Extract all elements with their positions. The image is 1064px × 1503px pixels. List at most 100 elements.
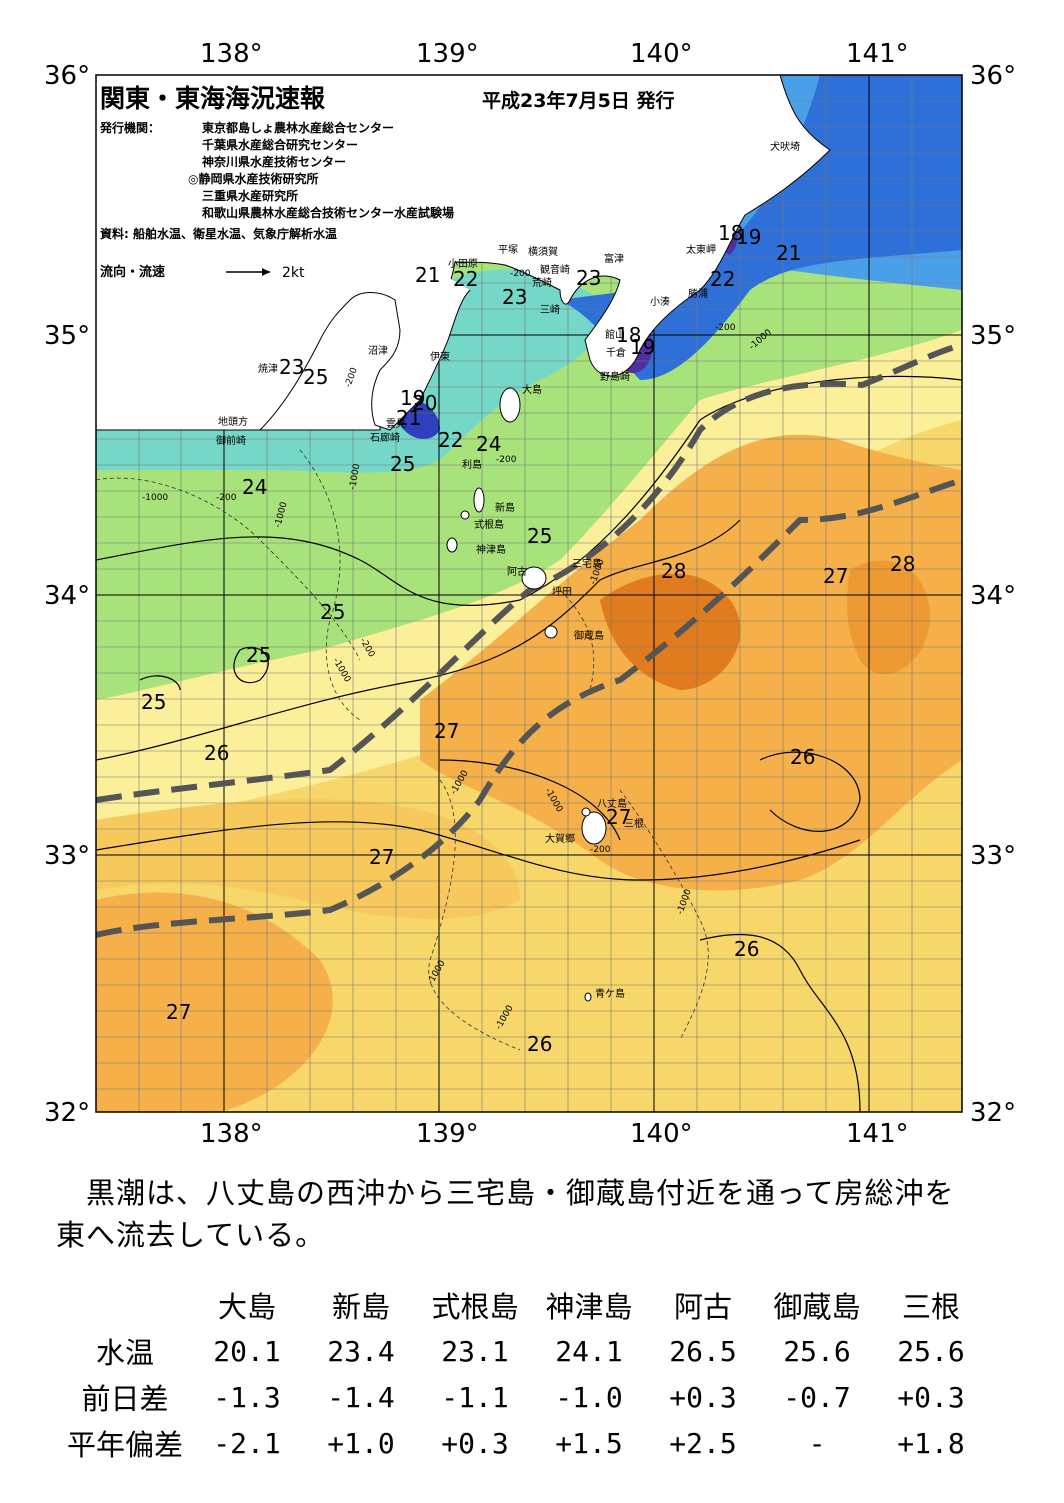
table-cell: +0.3 [897,1380,965,1414]
isotherm-label: 22 [453,267,478,291]
table-cell: 20.1 [213,1334,281,1368]
isotherm-label: 26 [204,741,229,765]
isotherm-label: 24 [242,475,267,499]
depth-label: -200 [496,455,517,465]
table-row: 前日差 -1.3 -1.4 -1.1 -1.0 +0.3 -0.7 +0.3 [60,1374,988,1420]
flow-legend-label: 流向・流速 [100,264,165,280]
table-cell: +1.0 [327,1426,395,1460]
table-cell: 25.6 [783,1334,851,1368]
column-header: 御蔵島 [773,1290,861,1324]
depth-label: -1000 [348,463,362,491]
place-label: 小田原 [448,258,478,270]
depth-label: -200 [590,845,611,855]
lat-label-left: 36° [44,61,90,91]
isotherm-label: 27 [434,719,459,743]
place-label: 大賀郷 [545,832,575,845]
place-label: 沼津 [368,344,388,357]
isotherm-label: 19 [736,225,761,249]
issuer: 神奈川県水産技術センター [202,154,346,169]
isotherm-label: 27 [823,564,848,588]
place-label: 野島崎 [600,370,630,383]
isotherm-label: 18 [718,221,743,245]
isotherm-label: 28 [661,559,686,583]
place-label: 雲見 [386,418,406,430]
lat-label-left: 33° [44,841,90,871]
isotherm-label: 25 [320,600,345,624]
isotherm-label: 25 [390,452,415,476]
table-cell: -1.1 [441,1380,509,1414]
lon-label-top: 139° [416,39,479,69]
column-header: 三根 [901,1290,960,1324]
column-header: 新島 [331,1290,390,1324]
observation-table: 大島 新島 式根島 神津島 阿古 御蔵島 三根 水温 20.1 23.4 23.… [60,1282,988,1466]
place-label: 御前崎 [216,434,246,447]
depth-label: -200 [715,323,736,333]
table-cell: - [808,1426,826,1460]
place-label: 八丈島 [597,797,627,810]
table-cell: +2.5 [669,1426,737,1460]
place-label: 富津 [604,252,624,265]
temperature-fill [96,75,962,1112]
kuroshio-axis [96,342,962,938]
table-cell: -2.1 [213,1426,281,1460]
table-cell: 24.1 [555,1334,623,1368]
table-cell: 26.5 [669,1334,737,1368]
place-label: 太東岬 [686,243,716,256]
isotherm-label: 25 [527,524,552,548]
isotherm-label: 27 [369,845,394,869]
land [96,75,831,1002]
place-label: 神津島 [476,543,506,556]
depth-label: -200 [216,493,237,503]
place-label: 三宅島 [572,557,602,570]
lat-label-right: 32° [970,1098,1016,1128]
isotherm-label: 26 [790,745,815,769]
isotherm-label: 18 [616,323,641,347]
place-label: 三根 [624,817,644,830]
lat-label-right: 35° [970,321,1016,351]
table-row: 水温 20.1 23.4 23.1 24.1 26.5 25.6 25.6 [60,1328,988,1374]
sea-temperature-map: 138° 139° 140° 141° 138° 139° 140° 141° … [44,39,1016,1149]
issuer: 和歌山県農林水産総合技術センター水産試験場 [201,205,454,220]
column-header: 神津島 [545,1290,633,1324]
isotherm-label: 21 [415,263,440,287]
table-cell: +1.5 [555,1426,623,1460]
issuer-label: 発行機関： [99,120,160,135]
table-cell: -1.3 [213,1380,281,1414]
lat-label-left: 35° [44,321,90,351]
issuer: ◎静岡県水産技術研究所 [188,171,318,186]
isotherm-label: 19 [400,386,425,410]
lat-label-right: 36° [970,61,1016,91]
lon-label-top: 138° [200,39,263,69]
place-label: 平塚 [498,244,518,256]
row-header: 平年偏差 [66,1428,183,1462]
isotherm-label: 25 [303,365,328,389]
table-cell: 23.4 [327,1334,395,1368]
isotherm-label: 21 [396,406,421,430]
place-label: 新島 [495,501,515,514]
place-label: 青ケ島 [595,987,625,1000]
place-label: 勝浦 [688,287,708,300]
lat-label-left: 34° [44,581,90,611]
flow-legend-unit: 2kt [282,265,305,281]
lon-label-top: 140° [630,39,693,69]
issuer: 三重県水産研究所 [202,188,298,203]
row-header: 水温 [95,1336,154,1370]
table-cell: +0.3 [669,1380,737,1414]
place-label: 式根島 [474,518,504,531]
place-label: 地頭方 [218,415,248,428]
place-label: 小湊 [650,295,670,308]
lon-label-bottom: 139° [416,1119,479,1149]
place-label: 横須賀 [528,245,558,258]
place-label: 大島 [522,383,542,396]
lat-label-right: 33° [970,841,1016,871]
isotherm-label: 23 [279,355,304,379]
lon-label-bottom: 138° [200,1119,263,1149]
isotherm-label: 27 [166,1000,191,1024]
summary-text: 黒潮は、八丈島の西沖から三宅島・御蔵島付近を通って房総沖を 東へ流去している。 [56,1172,1016,1256]
column-header: 大島 [217,1290,276,1324]
place-label: 観音崎 [540,263,570,276]
isotherms [96,375,962,1112]
lat-label-right: 34° [970,581,1016,611]
table-cell: 25.6 [897,1334,965,1368]
table-row: 平年偏差 -2.1 +1.0 +0.3 +1.5 +2.5 - +1.8 [60,1420,988,1466]
